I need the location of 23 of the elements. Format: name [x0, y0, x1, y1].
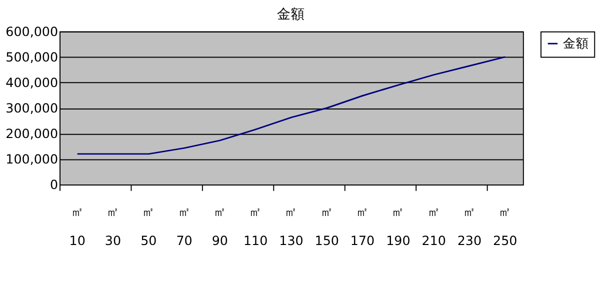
y-tick-label: 0	[50, 176, 58, 192]
x-tick-label: ㎡ 210	[422, 204, 446, 248]
x-tick-label: ㎡ 10	[69, 204, 86, 248]
x-tick-label: ㎡ 250	[493, 204, 518, 248]
y-tick-label: 300,000	[6, 100, 58, 116]
x-tick-label: ㎡ 50	[140, 204, 157, 248]
legend-label: 金額	[562, 36, 589, 51]
x-tick-label: ㎡ 90	[212, 204, 228, 248]
y-tick-label: 600,000	[6, 24, 58, 39]
x-tick-label: ㎡ 170	[350, 204, 375, 248]
x-tick-label: ㎡ 190	[386, 204, 410, 248]
chart-title: 金額	[277, 6, 306, 23]
x-tick-label: ㎡ 110	[243, 204, 268, 248]
x-tick-label: ㎡ 150	[314, 204, 339, 248]
y-tick-label: 500,000	[6, 49, 58, 64]
line-series	[76, 56, 506, 155]
y-tick-label: 400,000	[6, 74, 58, 90]
x-tick-label: ㎡ 130	[279, 204, 304, 248]
y-tick-label: 100,000	[6, 151, 58, 166]
x-tick-label: ㎡ 30	[104, 204, 122, 248]
y-tick-label: 200,000	[6, 126, 58, 141]
x-tick-label: ㎡ 230	[457, 204, 482, 248]
x-tick-label: ㎡ 70	[176, 204, 192, 248]
